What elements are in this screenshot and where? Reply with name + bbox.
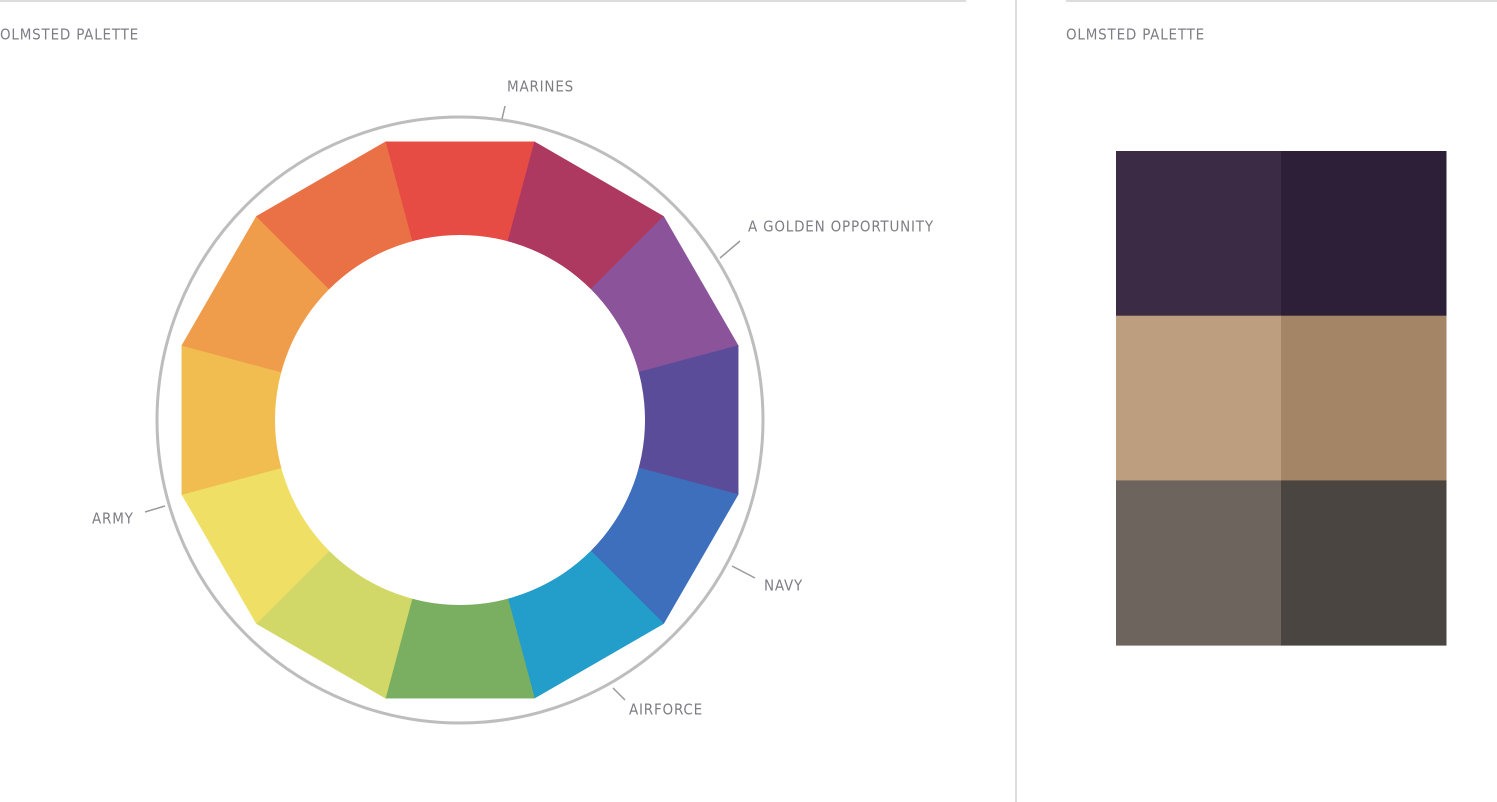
wheel-label: A GOLDEN OPPORTUNITY bbox=[748, 218, 934, 236]
wheel-label: NAVY bbox=[764, 577, 803, 595]
section-title: OLMSTED PALETTE bbox=[0, 26, 139, 44]
label-tick bbox=[144, 505, 166, 513]
wheel-label: MARINES bbox=[507, 78, 574, 96]
wheel-label: AIRFORCE bbox=[629, 701, 703, 719]
color-wheel bbox=[181, 141, 739, 699]
label-tick bbox=[501, 105, 506, 120]
swatch bbox=[1116, 480, 1282, 646]
label-tick bbox=[731, 565, 756, 579]
wheel-segment bbox=[255, 141, 413, 290]
swatch bbox=[1281, 480, 1447, 646]
wheel-center bbox=[275, 235, 645, 605]
swatch bbox=[1281, 151, 1447, 317]
swatch bbox=[1116, 151, 1282, 317]
label-tick bbox=[612, 687, 626, 701]
swatch bbox=[1281, 315, 1447, 481]
swatch-grid bbox=[1116, 151, 1447, 646]
wheel-ring bbox=[155, 115, 765, 725]
swatch bbox=[1116, 315, 1282, 481]
label-tick bbox=[719, 240, 741, 259]
wheel-label: ARMY bbox=[92, 510, 134, 528]
section-title: OLMSTED PALETTE bbox=[1066, 26, 1205, 44]
